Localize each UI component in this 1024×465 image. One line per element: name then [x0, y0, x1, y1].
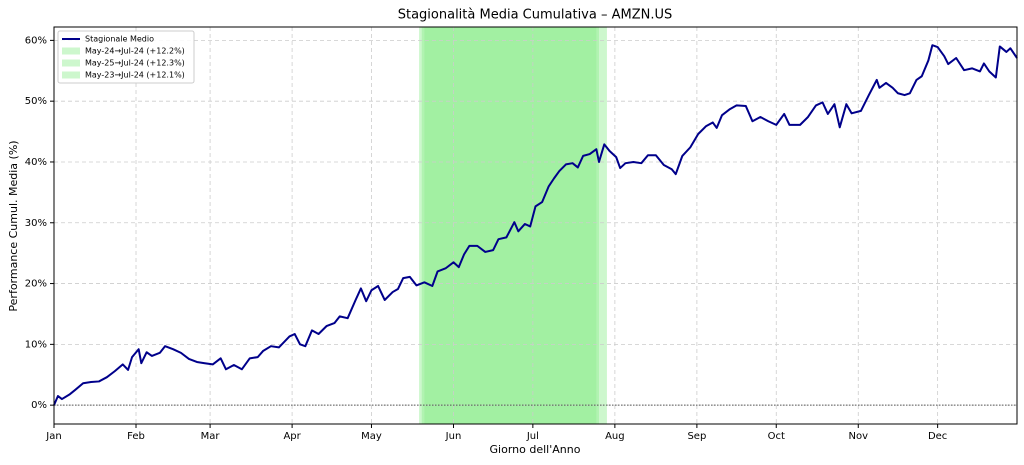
y-tick-label: 10% [25, 339, 47, 350]
x-tick-label: May [361, 431, 382, 442]
x-tick-label: Dec [928, 431, 947, 442]
highlight-span [424, 27, 597, 424]
legend-box [57, 30, 195, 84]
y-tick-label: 0% [31, 400, 47, 411]
x-tick-label: Sep [687, 431, 706, 442]
y-tick-label: 60% [25, 35, 47, 46]
plot-frame [53, 26, 1018, 425]
y-tick-label: 30% [25, 218, 47, 229]
legend-patch [62, 71, 80, 79]
x-tick-label: Apr [283, 431, 301, 442]
x-tick-label: Nov [848, 431, 868, 442]
x-tick-label: Jun [445, 431, 462, 442]
legend-label: May-23→Jul-24 (+12.1%) [85, 71, 185, 80]
y-axis-label: Performance Cumul. Media (%) [7, 140, 20, 311]
legend-label: May-24→Jul-24 (+12.2%) [85, 47, 185, 56]
x-tick-label: Jul [526, 431, 539, 442]
chart-title: Stagionalità Media Cumulativa – AMZN.US [398, 8, 673, 23]
legend-label: May-25→Jul-24 (+12.3%) [85, 59, 185, 68]
x-tick-label: Feb [127, 431, 145, 442]
x-tick-label: Oct [768, 431, 785, 442]
highlight-span [421, 27, 599, 424]
legend-patch [62, 47, 80, 55]
x-tick-label: Jan [45, 431, 61, 442]
y-tick-label: 40% [25, 157, 47, 168]
x-tick-label: Mar [201, 431, 221, 442]
series-line [53, 44, 1018, 406]
y-tick-label: 50% [25, 96, 47, 107]
x-tick-label: Aug [605, 431, 625, 442]
legend-label: Stagionale Medio [85, 35, 154, 44]
y-tick-label: 20% [25, 279, 47, 290]
x-axis-label: Giorno dell'Anno [490, 443, 581, 456]
legend-patch [62, 59, 80, 67]
